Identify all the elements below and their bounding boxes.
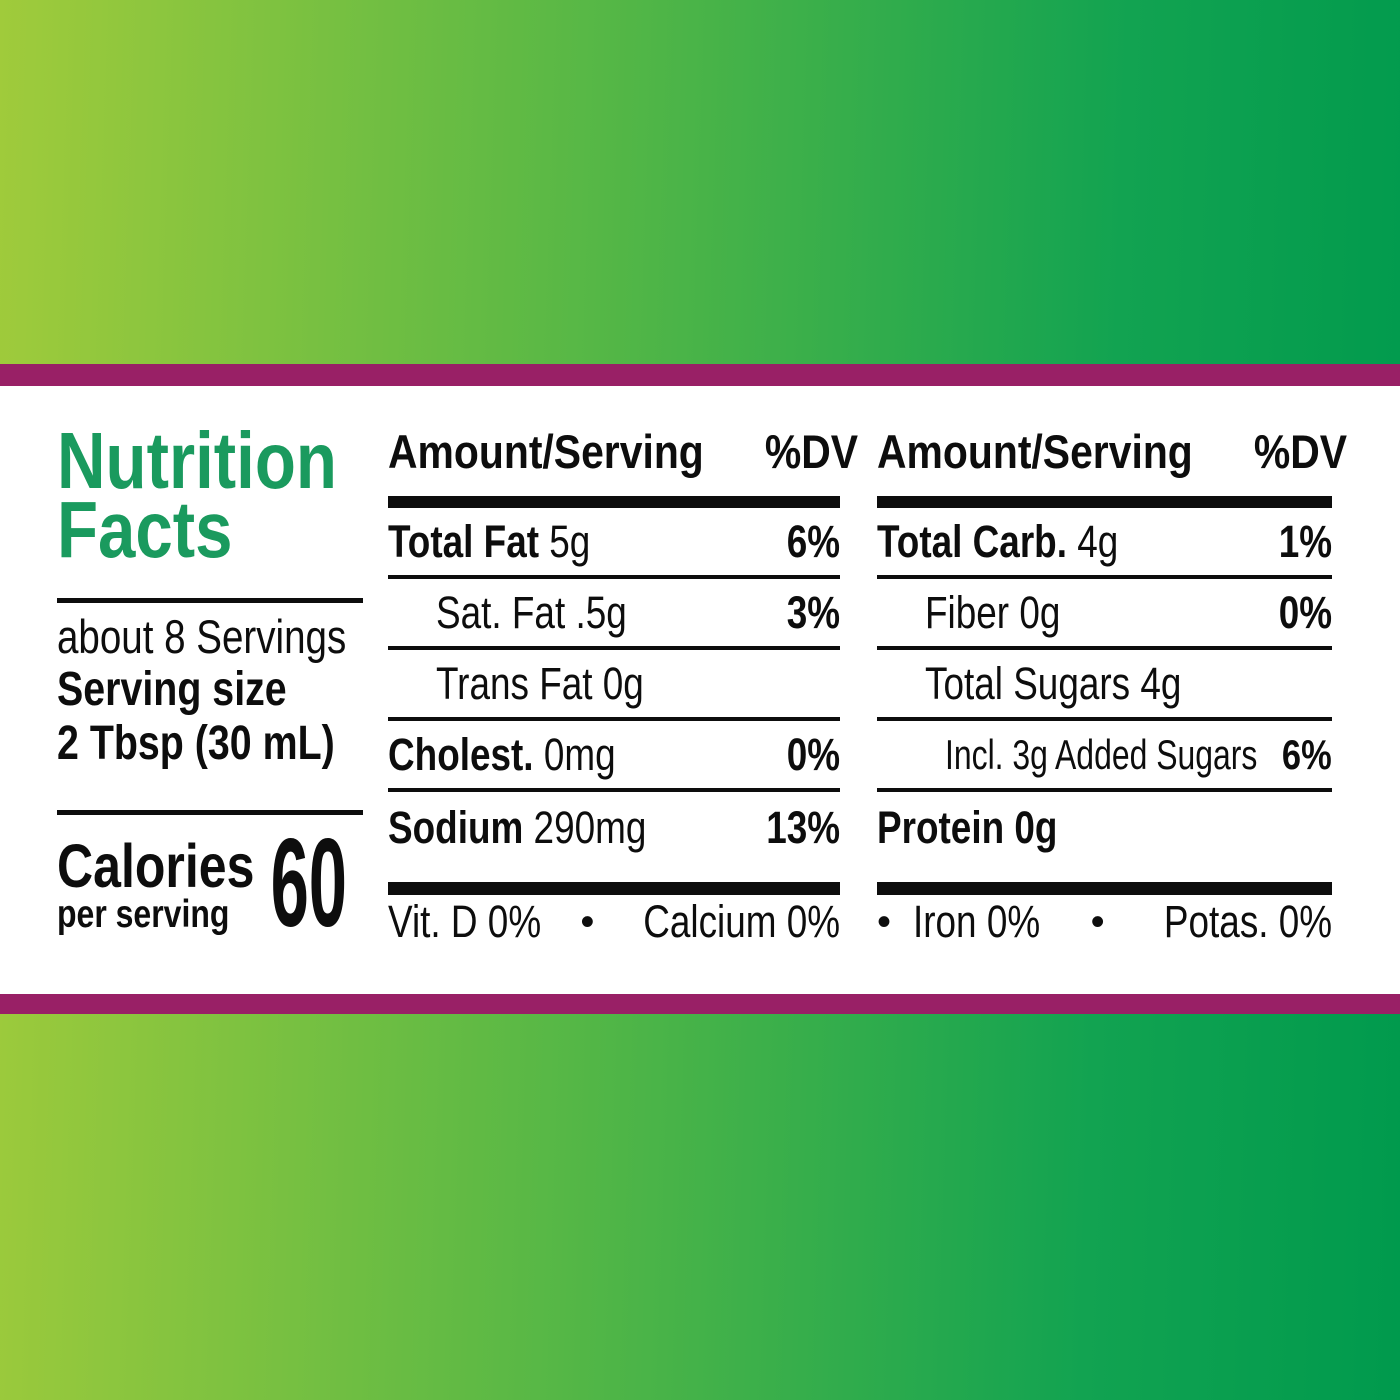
daily-value: 6% [786, 515, 840, 567]
accent-stripe-bottom [0, 994, 1400, 1014]
nutrient-name-bold: Total Carb. [877, 515, 1067, 567]
nutrient-row: Total Fat 5g 6% [388, 508, 840, 579]
divider [57, 810, 363, 815]
serving-size-value: 2 Tbsp (30 mL) [57, 717, 335, 770]
bullet-separator: • [1090, 900, 1105, 944]
calories-value: 60 [270, 814, 347, 953]
nutrient-row: Trans Fat 0g [388, 650, 840, 721]
nutrient-amount: Trans Fat 0g [436, 657, 644, 709]
calories-section: Calories per serving 60 [57, 821, 363, 948]
nutrient-amount: Incl. 3g Added Sugars [945, 730, 1258, 778]
nutrient-amount: Fiber 0g [925, 586, 1061, 638]
nutrition-facts-title: Nutrition Facts [57, 421, 337, 570]
thick-rule [388, 496, 840, 508]
divider [57, 598, 363, 603]
nutrient-column-carb-protein: Amount/Serving %DV Total Carb. 4g 1% Fiber 0… [877, 386, 1347, 994]
nutrient-row: Cholest. 0mg 0% [388, 721, 840, 792]
nutrient-row: Fiber 0g 0% [877, 579, 1332, 650]
micronutrient-item: Vit. D 0% [388, 896, 542, 947]
thick-rule [877, 882, 1332, 895]
amount-serving-header: Amount/Serving %DV [877, 425, 1347, 478]
title-line1: Nutrition [57, 416, 337, 505]
nutrition-facts-panel: Nutrition Facts about 8 Servings Serving… [0, 386, 1400, 994]
amount-serving-header: Amount/Serving %DV [388, 425, 858, 478]
nutrient-amount: 4g [1066, 515, 1119, 567]
thick-rule [388, 882, 840, 895]
nutrient-label: Sodium 290mg [388, 802, 646, 854]
micronutrient-footer: • Iron 0% • Potas. 0% [877, 894, 1332, 950]
accent-stripe-top [0, 364, 1400, 386]
amount-serving-label: Amount/Serving [388, 425, 704, 478]
nutrient-rows: Total Carb. 4g 1% Fiber 0g 0% Total Sugars 4… [877, 508, 1332, 863]
nutrient-label: Total Fat 5g [388, 516, 590, 568]
percent-dv-label: %DV [1253, 425, 1348, 478]
daily-value: 3% [786, 586, 840, 638]
nutrient-label: Incl. 3g Added Sugars [945, 731, 1257, 779]
nutrient-amount: Sat. Fat .5g [436, 586, 627, 638]
nutrient-row: Sodium 290mg 13% [388, 792, 840, 863]
nutrient-row: Sat. Fat .5g 3% [388, 579, 840, 650]
calories-sublabel: per serving [57, 893, 230, 936]
micronutrient-item: Potas. 0% [1163, 896, 1332, 947]
nutrient-label: Sat. Fat .5g [436, 587, 627, 639]
thick-rule [877, 496, 1332, 508]
nutrient-rows: Total Fat 5g 6% Sat. Fat .5g 3% Trans Fat 0g… [388, 508, 840, 863]
daily-value: 13% [766, 801, 840, 853]
nutrient-amount: 0mg [533, 728, 616, 780]
nutrient-amount: Total Sugars 4g [925, 657, 1182, 709]
nutrient-name-bold: Protein 0g [877, 801, 1058, 853]
micronutrient-item: Iron 0% [913, 896, 1041, 947]
bullet-separator: • [580, 900, 595, 944]
nutrient-label: Total Sugars 4g [925, 658, 1181, 710]
nutrient-label: Fiber 0g [925, 587, 1060, 639]
nutrient-row: Protein 0g [877, 792, 1332, 863]
daily-value: 1% [1278, 515, 1332, 567]
daily-value: 0% [786, 728, 840, 780]
nutrient-row: Total Carb. 4g 1% [877, 508, 1332, 579]
percent-dv-label: %DV [764, 425, 859, 478]
title-line2: Facts [57, 485, 233, 574]
serving-size-label: Serving size [57, 663, 287, 716]
nutrient-name-bold: Total Fat [388, 515, 540, 567]
nutrient-label: Trans Fat 0g [436, 658, 644, 710]
daily-value: 6% [1282, 730, 1332, 778]
nutrient-amount: 290mg [523, 801, 647, 853]
nutrient-row: Total Sugars 4g [877, 650, 1332, 721]
amount-serving-label: Amount/Serving [877, 425, 1193, 478]
nutrient-column-fat-sodium: Amount/Serving %DV Total Fat 5g 6% Sat. Fat … [388, 386, 858, 994]
nutrient-name-bold: Sodium [388, 801, 524, 853]
nutrient-label: Protein 0g [877, 802, 1057, 854]
nutrient-label: Total Carb. 4g [877, 516, 1118, 568]
servings-count: about 8 Servings [57, 610, 347, 663]
micronutrient-item: Calcium 0% [643, 896, 840, 947]
bullet-separator: • [877, 900, 892, 944]
calories-label: Calories [57, 832, 255, 900]
micronutrient-footer: Vit. D 0% • Calcium 0% [388, 894, 840, 950]
nutrient-name-bold: Cholest. [388, 728, 534, 780]
nutrient-row: Incl. 3g Added Sugars 6% [877, 721, 1332, 792]
serving-info-section: Nutrition Facts about 8 Servings Serving… [57, 386, 363, 994]
nutrient-label: Cholest. 0mg [388, 729, 616, 781]
daily-value: 0% [1278, 586, 1332, 638]
nutrient-amount: 5g [539, 515, 591, 567]
